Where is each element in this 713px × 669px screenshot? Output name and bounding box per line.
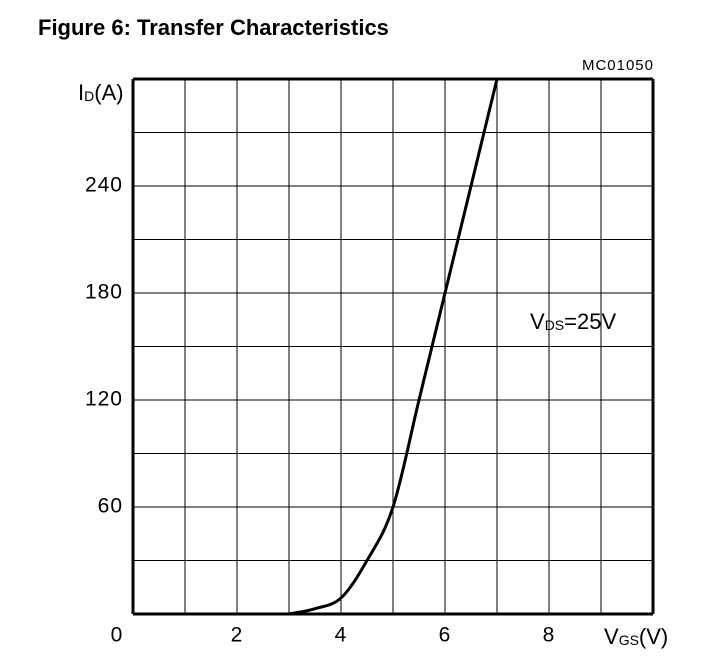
y-tick-label: 180 <box>85 281 123 304</box>
curve <box>288 78 499 616</box>
chart-title: Figure 6: Transfer Characteristics <box>38 15 389 40</box>
annotation-main: V <box>530 309 545 334</box>
x-tick-label: 2 <box>231 624 244 647</box>
y-label-sub: D <box>84 88 94 104</box>
annotation-rest: =25V <box>564 309 616 334</box>
x-axis-label: VGS(V) <box>604 624 668 649</box>
y-label-main: I <box>78 80 84 105</box>
annotation-sub: DS <box>545 317 564 333</box>
y-label-unit: (A) <box>94 80 123 105</box>
x-tick-label: 0 <box>111 624 124 647</box>
y-tick-label: 60 <box>98 495 123 518</box>
x-label-unit: (V) <box>639 624 668 649</box>
y-tick-label: 240 <box>85 174 123 197</box>
y-tick-label: 120 <box>85 388 123 411</box>
x-tick-label: 6 <box>439 624 452 647</box>
x-label-main: V <box>604 624 619 649</box>
x-tick-label: 8 <box>543 624 556 647</box>
x-tick-label: 4 <box>335 624 348 647</box>
x-label-sub: GS <box>619 632 639 648</box>
figure-code: MC01050 <box>582 57 654 74</box>
annotation: VDS=25V <box>530 309 616 334</box>
y-axis-label: ID(A) <box>78 80 124 105</box>
